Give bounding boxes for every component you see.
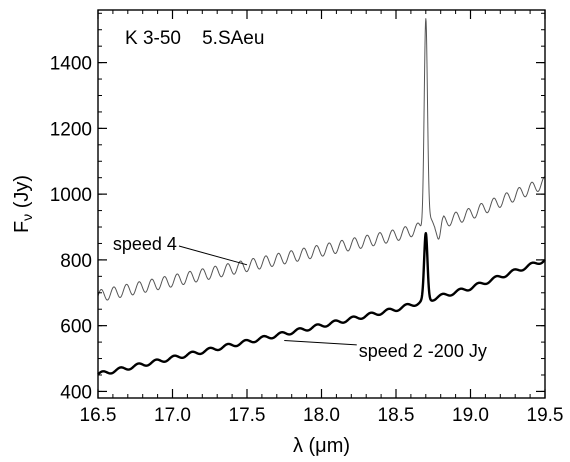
y-tick-label: 1000	[50, 185, 92, 206]
series-layer	[97, 18, 546, 376]
x-tick-label: 18.5	[378, 405, 415, 426]
y-axis-title-main: F	[11, 221, 33, 233]
x-tick-label: 17.5	[229, 405, 266, 426]
y-axis-title-sub: ν	[19, 214, 35, 221]
chart-title: K 3-50 5.SAeu	[125, 28, 264, 49]
annotation-leader-line	[284, 339, 357, 346]
series-line-speed-4	[97, 18, 546, 301]
y-axis-title-unit: (Jy)	[11, 175, 33, 214]
y-tick-label: 1400	[50, 54, 92, 75]
annotation-leader-line	[178, 245, 248, 266]
plot-frame	[97, 9, 546, 399]
annotation-label: speed 4	[113, 234, 177, 254]
ticks-layer: 16.5 17.0 17.5 18.0 18.5 19.0 19.5 400 600 800 100…	[50, 10, 564, 426]
x-tick-label: 19.5	[527, 405, 564, 426]
series-line-speed-2	[97, 232, 546, 376]
x-tick-label: 18.0	[303, 405, 340, 426]
annotation-label: speed 2 -200 Jy	[359, 341, 487, 361]
x-tick-label: 17.0	[154, 405, 191, 426]
y-tick-label: 1200	[50, 119, 92, 140]
annotations-layer: speed 4 speed 2 -200 Jy	[113, 234, 487, 361]
x-axis-title: λ (μm)	[293, 435, 350, 457]
y-tick-label: 600	[60, 317, 92, 338]
x-tick-label: 19.0	[452, 405, 489, 426]
x-tick-label: 16.5	[80, 405, 117, 426]
y-axis-title: Fν (Jy)	[11, 175, 35, 233]
y-tick-label: 800	[60, 251, 92, 272]
y-tick-label: 400	[60, 382, 92, 403]
